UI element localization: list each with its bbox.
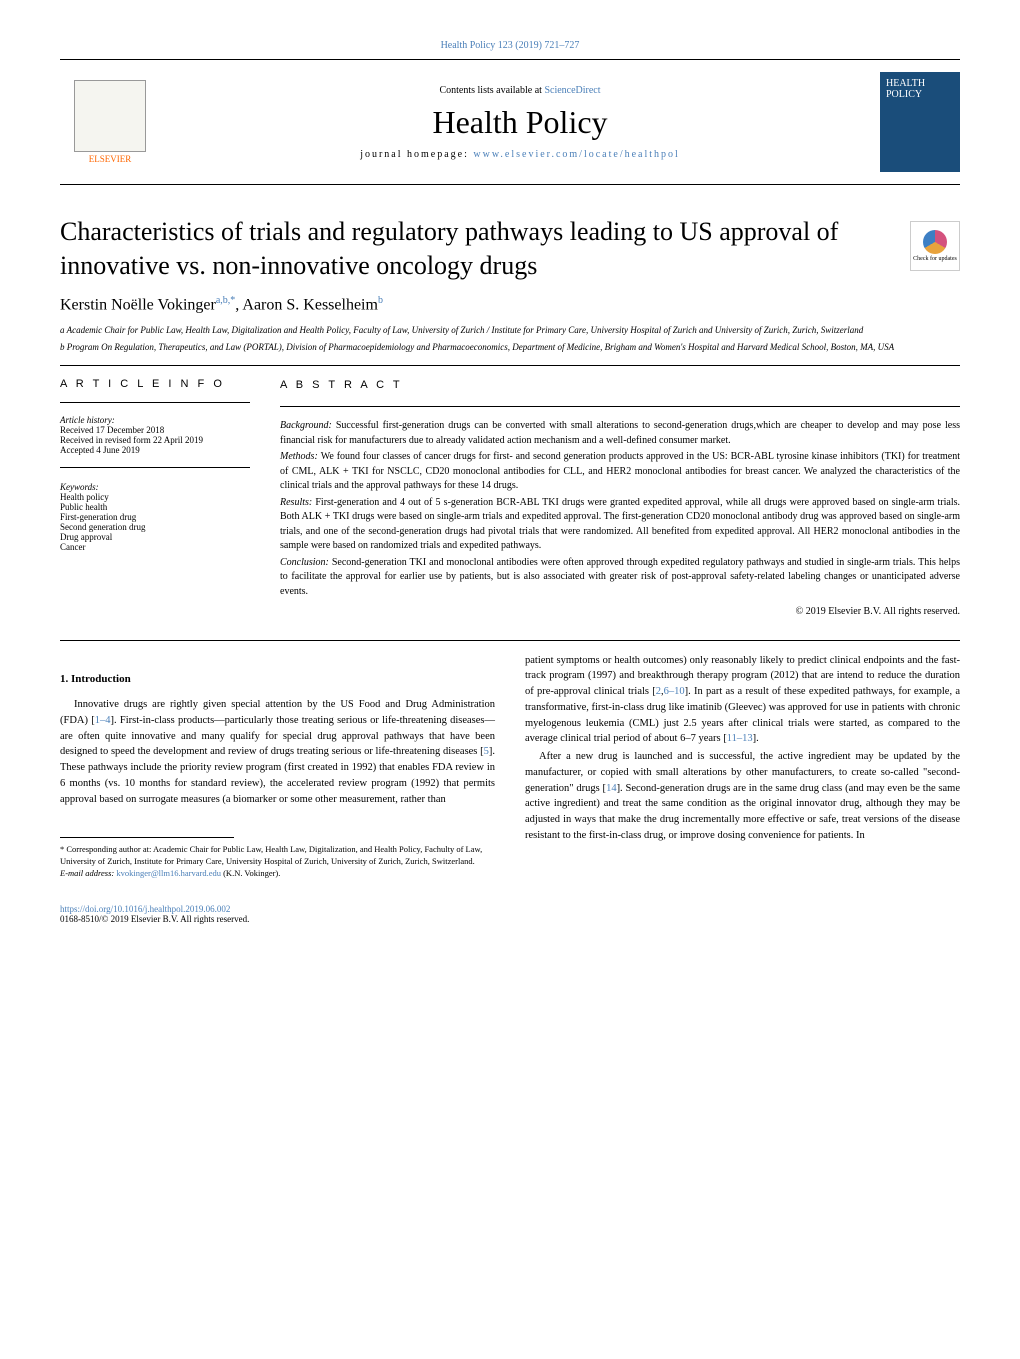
abstract-copyright: © 2019 Elsevier B.V. All rights reserved… xyxy=(280,605,960,620)
keyword: Health policy xyxy=(60,492,250,502)
conclusion-label: Conclusion: xyxy=(280,557,332,568)
conclusion-text: Second-generation TKI and monoclonal ant… xyxy=(280,557,960,597)
abstract-background: Background: Successful first-generation … xyxy=(280,419,960,448)
c2p1d: ]. xyxy=(753,733,759,744)
author-1-affil: a,b, xyxy=(216,295,230,306)
results-label: Results: xyxy=(280,497,315,508)
contents-line: Contents lists available at ScienceDirec… xyxy=(160,85,880,96)
affiliation-a: a Academic Chair for Public Law, Health … xyxy=(60,324,960,337)
affiliation-b: b Program On Regulation, Therapeutics, a… xyxy=(60,341,960,354)
info-heading: A R T I C L E I N F O xyxy=(60,378,250,390)
abstract-heading: A B S T R A C T xyxy=(280,378,960,394)
title-row: Characteristics of trials and regulatory… xyxy=(60,215,960,283)
publisher-name: ELSEVIER xyxy=(89,154,132,164)
p1b: ]. First-in-class products—particularly … xyxy=(60,715,495,758)
ref-link[interactable]: 14 xyxy=(606,783,617,794)
journal-title: Health Policy xyxy=(160,104,880,141)
rule-top xyxy=(60,365,960,366)
homepage-prefix: journal homepage: xyxy=(360,149,473,160)
corresponding-footnote: * Corresponding author at: Academic Chai… xyxy=(60,844,495,868)
elsevier-tree-icon xyxy=(74,80,146,152)
journal-cover: HEALTH POLICY xyxy=(880,72,960,172)
info-rule xyxy=(60,402,250,403)
received-date: Received 17 December 2018 xyxy=(60,425,250,435)
rule-bottom xyxy=(60,640,960,641)
col2-para-1: patient symptoms or health outcomes) onl… xyxy=(525,653,960,748)
ref-link[interactable]: 11–13 xyxy=(727,733,753,744)
article-title: Characteristics of trials and regulatory… xyxy=(60,215,890,283)
author-2-affil: b xyxy=(378,295,383,306)
keywords-label: Keywords: xyxy=(60,482,250,492)
intro-heading: 1. Introduction xyxy=(60,671,495,688)
email-label: E-mail address: xyxy=(60,868,116,878)
sciencedirect-link[interactable]: ScienceDirect xyxy=(544,85,600,96)
homepage-line: journal homepage: www.elsevier.com/locat… xyxy=(160,149,880,160)
check-updates-label: Check for updates xyxy=(913,256,957,262)
masthead: ELSEVIER Contents lists available at Sci… xyxy=(60,59,960,185)
footer: https://doi.org/10.1016/j.healthpol.2019… xyxy=(60,904,960,924)
ref-link[interactable]: 6–10 xyxy=(664,686,685,697)
abstract-results: Results: First-generation and 4 out of 5… xyxy=(280,496,960,554)
email-suffix: (K.N. Vokinger). xyxy=(221,868,280,878)
accepted-date: Accepted 4 June 2019 xyxy=(60,445,250,455)
homepage-link[interactable]: www.elsevier.com/locate/healthpol xyxy=(473,149,679,160)
background-label: Background: xyxy=(280,420,336,431)
abstract-rule xyxy=(280,406,960,407)
body-col-right: patient symptoms or health outcomes) onl… xyxy=(525,653,960,880)
email-link[interactable]: kvokinger@llm16.harvard.edu xyxy=(116,868,221,878)
keyword: First-generation drug xyxy=(60,512,250,522)
author-1: Kerstin Noëlle Vokinger xyxy=(60,296,216,313)
info-abstract-row: A R T I C L E I N F O Article history: R… xyxy=(60,378,960,619)
col2-para-2: After a new drug is launched and is succ… xyxy=(525,749,960,844)
check-updates-badge[interactable]: Check for updates xyxy=(910,221,960,271)
body-columns: 1. Introduction Innovative drugs are rig… xyxy=(60,653,960,880)
history-label: Article history: xyxy=(60,415,250,425)
abstract: A B S T R A C T Background: Successful f… xyxy=(280,378,960,619)
background-text: Successful first-generation drugs can be… xyxy=(280,420,960,446)
masthead-center: Contents lists available at ScienceDirec… xyxy=(160,85,880,160)
revised-date: Received in revised form 22 April 2019 xyxy=(60,435,250,445)
abstract-conclusion: Conclusion: Second-generation TKI and mo… xyxy=(280,556,960,600)
footnote-rule xyxy=(60,837,234,838)
intro-para-1: Innovative drugs are rightly given speci… xyxy=(60,697,495,807)
keyword: Second generation drug xyxy=(60,522,250,532)
keyword: Drug approval xyxy=(60,532,250,542)
body-col-left: 1. Introduction Innovative drugs are rig… xyxy=(60,653,495,880)
info-rule-2 xyxy=(60,467,250,468)
doi-link[interactable]: https://doi.org/10.1016/j.healthpol.2019… xyxy=(60,904,960,914)
keyword: Cancer xyxy=(60,542,250,552)
author-2: , Aaron S. Kesselheim xyxy=(235,296,378,313)
contents-prefix: Contents lists available at xyxy=(439,85,544,96)
elsevier-logo: ELSEVIER xyxy=(60,72,160,172)
ref-link[interactable]: 1–4 xyxy=(95,715,111,726)
email-footnote: E-mail address: kvokinger@llm16.harvard.… xyxy=(60,868,495,880)
methods-text: We found four classes of cancer drugs fo… xyxy=(280,451,960,491)
methods-label: Methods: xyxy=(280,451,321,462)
issn-copyright: 0168-8510/© 2019 Elsevier B.V. All right… xyxy=(60,914,960,924)
article-info: A R T I C L E I N F O Article history: R… xyxy=(60,378,250,619)
authors: Kerstin Noëlle Vokingera,b,*, Aaron S. K… xyxy=(60,295,960,314)
results-text: First-generation and 4 out of 5 s-genera… xyxy=(280,497,960,552)
keyword: Public health xyxy=(60,502,250,512)
abstract-methods: Methods: We found four classes of cancer… xyxy=(280,450,960,494)
check-updates-icon xyxy=(923,230,947,254)
citation-header: Health Policy 123 (2019) 721–727 xyxy=(60,40,960,51)
